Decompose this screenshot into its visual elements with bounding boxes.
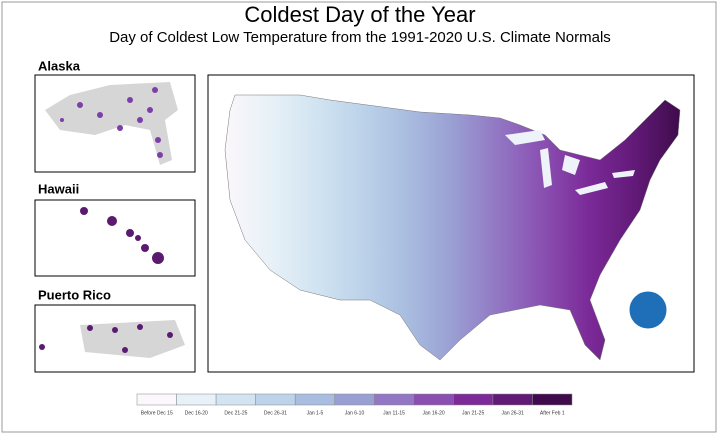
legend-swatch	[176, 393, 217, 406]
stations	[60, 87, 163, 158]
legend-label: Dec 21-25	[224, 410, 247, 416]
islands	[80, 207, 164, 264]
noaa-logo	[626, 288, 670, 332]
legend-label: Jan 26-31	[502, 410, 524, 416]
legend-swatch	[294, 393, 335, 406]
inset-box	[34, 199, 196, 277]
legend-swatch	[413, 393, 454, 406]
legend-label: Jan 6-10	[345, 410, 365, 416]
legend-label: Dec 16-20	[185, 410, 208, 416]
legend-label: Dec 26-31	[264, 410, 287, 416]
legend-area	[2, 384, 716, 432]
inset-label: Alaska	[38, 58, 81, 73]
puerto-rico-shape	[80, 320, 185, 358]
inset-label: Hawaii	[38, 181, 79, 196]
legend-label: Jan 1-5	[307, 410, 324, 416]
legend-swatch	[136, 393, 177, 406]
legend-swatch	[453, 393, 494, 406]
great-lakes	[505, 130, 635, 195]
subtitle: Day of Coldest Low Temperature from the …	[109, 29, 611, 46]
title: Coldest Day of the Year	[244, 2, 475, 27]
legend-swatch	[532, 393, 573, 406]
legend-swatch	[492, 393, 533, 406]
legend-label: Jan 11-15	[383, 410, 405, 416]
legend-label: Before Dec 15	[141, 410, 173, 416]
inset-label: Puerto Rico	[38, 287, 111, 302]
frame	[1, 1, 717, 433]
legend: Before Dec 15 Dec 16-20 Dec 21-25 Dec 26-31…	[136, 393, 573, 416]
legend-label: Jan 16-20	[422, 410, 444, 416]
legend-swatch	[374, 393, 415, 406]
legend-swatch	[215, 393, 256, 406]
legend-swatch	[334, 393, 375, 406]
legend-label: After Feb 1	[540, 410, 565, 416]
legend-label: Jan 21-25	[462, 410, 484, 416]
stations	[39, 324, 173, 353]
legend-swatch	[255, 393, 296, 406]
